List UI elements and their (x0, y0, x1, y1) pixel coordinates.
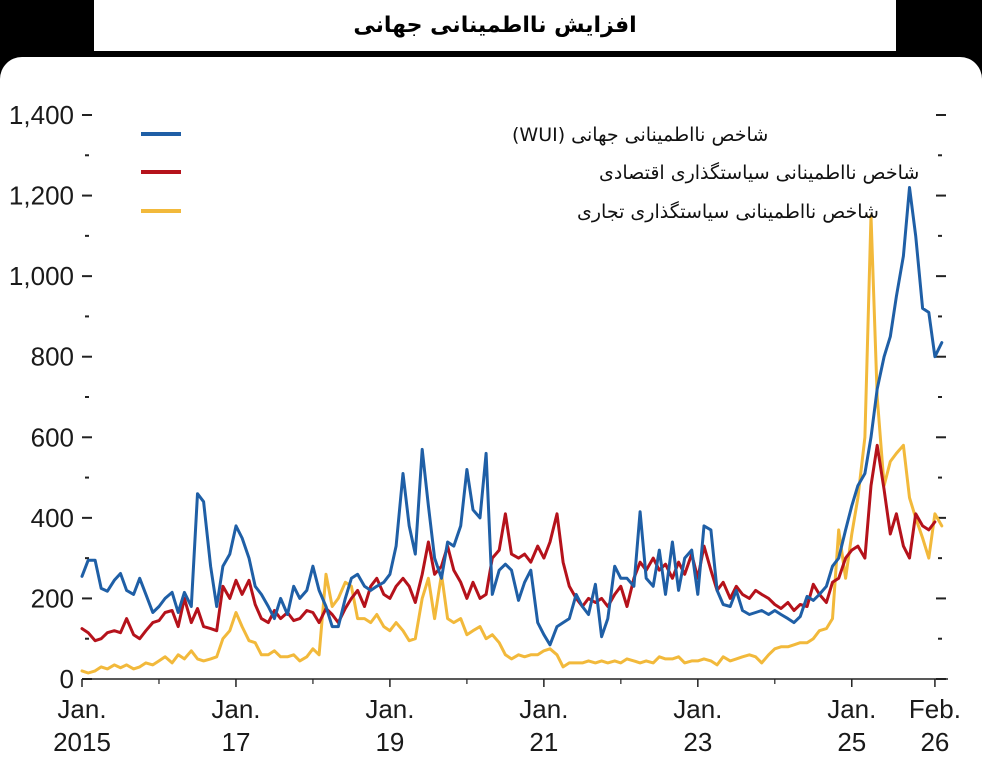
x-tick-label-year: 25 (837, 727, 866, 757)
series-line-1 (80, 443, 937, 643)
y-tick-label: 200 (31, 583, 74, 613)
x-tick-label-month: Jan. (519, 694, 568, 724)
x-tick-label-month: Jan. (365, 694, 414, 724)
x-axis: Jan.2015Jan.17Jan.19Jan.21Jan.23Jan.25Fe… (53, 678, 961, 757)
y-tick-label: 0 (60, 664, 74, 694)
x-tick-label-year: 26 (920, 727, 949, 757)
series-line-2 (80, 214, 944, 675)
x-tick-label-year: 23 (683, 727, 712, 757)
legend-label: شاخص نااطمینانی سیاستگذاری اقتصادی (599, 161, 919, 184)
x-tick-label-year: 21 (529, 727, 558, 757)
x-tick-label-month: Jan. (673, 694, 722, 724)
series-line-0 (80, 186, 944, 647)
x-tick-label-year: 17 (221, 727, 250, 757)
chart-title: افزایش نااطمینانی جهانی (94, 0, 896, 51)
y-tick-label: 1,400 (9, 100, 74, 130)
x-tick-label-year: 2015 (53, 727, 111, 757)
x-tick-label-year: 19 (375, 727, 404, 757)
y-axis: 0 200 400 600 800 1,000 1,200 1,400 (9, 100, 92, 694)
legend-label: شاخص نااطمینانی جهانی (WUI) (512, 124, 768, 146)
y-tick-label: 1,000 (9, 261, 74, 291)
y-tick-label: 1,200 (9, 181, 74, 211)
y-tick-label: 800 (31, 342, 74, 372)
y-tick-label: 600 (31, 422, 74, 452)
legend-label: شاخص نااطمینانی سیاستگذاری تجاری (577, 200, 879, 223)
legend: شاخص نااطمینانی جهانی (WUI) شاخص نااطمینا… (141, 124, 919, 223)
series-layer (80, 186, 944, 675)
x-tick-label-month: Feb. (909, 694, 961, 724)
y-axis-right (936, 114, 946, 680)
x-tick-label-month: Jan. (57, 694, 106, 724)
y-tick-label: 400 (31, 503, 74, 533)
x-tick-label-month: Jan. (211, 694, 260, 724)
x-tick-label-month: Jan. (827, 694, 876, 724)
